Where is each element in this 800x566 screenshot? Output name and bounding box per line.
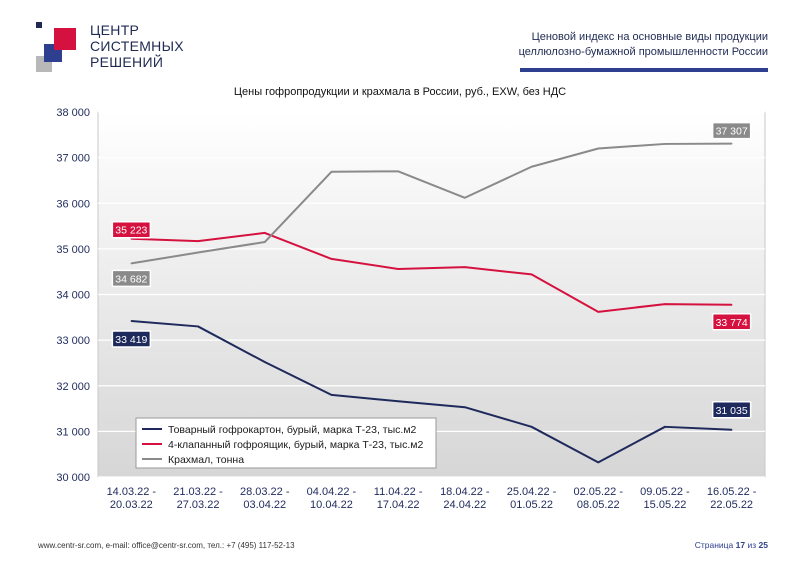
chart-title: Цены гофропродукции и крахмала в России,… [233,86,567,98]
footer-contacts: www.centr-sr.com, e-mail: office@centr-s… [38,541,295,550]
x-tick-label-line1: 09.05.22 - [640,486,690,498]
series-1-first-label: 33 419 [115,334,147,346]
series-2-first-label: 35 223 [115,225,147,237]
series-1-point [664,426,666,428]
y-tick-label: 34 000 [56,290,90,302]
header-title-line-2: целлюлозно-бумажной промышленности Росси… [518,46,768,58]
x-tick-label-line2: 27.03.22 [177,499,220,511]
series-line-2 [131,231,732,313]
x-tick-label-line1: 16.05.22 - [707,486,757,498]
series-1-first-label-box [111,330,152,348]
logo-text: ЦЕНТР СИСТЕМНЫХ РЕШЕНИЙ [90,22,184,70]
series-3-point [530,165,533,168]
series-2-first-label-box [111,220,152,239]
series-3-first-label-box [111,269,152,288]
series-1-point [530,426,533,428]
x-tick-label-line1: 14.03.22 - [107,486,157,498]
page-indicator: Страница 17 из 25 [695,540,768,550]
series-1-point [130,320,133,322]
page-of: из [747,540,757,550]
series-2-point [730,304,733,306]
page-word: Страница [694,540,734,550]
x-tick-label-line2: 01.05.22 [510,499,553,511]
x-tick-label-line1: 04.04.22 - [307,486,357,498]
x-tick-label-line2: 08.05.22 [577,499,620,511]
x-tick-label-line1: 25.04.22 - [507,486,557,498]
series-1-point [330,394,333,396]
series-1-point [263,361,266,363]
x-tick-label-line1: 11.04.22 - [374,486,423,498]
x-tick-label-line2: 20.03.22 [110,499,153,511]
series-3-last-label: 37 307 [716,126,748,138]
series-1-point [397,400,399,403]
series-3-point [263,241,266,243]
header-title-line-1: Ценовой индекс на основные виды продукци… [531,31,768,43]
legend-box [135,417,437,469]
price-line-chart: 30 000 31 000 32 000 33 000 34 000 35 000 36 0… [56,107,766,511]
series-3-first-label: 34 682 [115,273,147,285]
series-1-point [597,461,600,464]
series-2-last-label: 33 774 [716,317,748,329]
series-3-point [464,196,466,199]
series-3-point [197,251,199,254]
series-2-point [197,240,199,242]
x-tick-label-line2: 22.05.22 [710,499,753,511]
legend-label-2: 4-клапанный гофроящик, бурый, марка Т-23… [168,439,423,451]
y-tick-label: 33 000 [56,335,90,347]
page-number: 17 [735,540,746,550]
x-tick-label-line2: 15.05.22 [644,499,687,511]
y-tick-label: 36 000 [56,198,90,210]
series-1-last-label: 31 035 [716,405,748,417]
logo-square-red [54,28,76,50]
y-tick-label: 38 000 [56,107,90,119]
series-3-point [397,170,399,173]
series-3-point [130,262,133,265]
logo-dot [36,22,42,28]
logo-line-2: СИСТЕМНЫХ [90,38,184,54]
logo-line-3: РЕШЕНИЙ [90,54,164,70]
y-tick-label: 35 000 [56,244,90,256]
header-rule [520,68,768,72]
x-tick-label-line2: 10.04.22 [310,499,353,511]
series-2-point [530,273,533,276]
legend-label-3: Крахмал, тонна [168,454,244,466]
series-1-point [197,325,199,328]
y-tick-label: 37 000 [56,153,90,165]
series-3-point [730,142,733,145]
series-2-point [330,258,333,260]
series-2-point [464,266,466,268]
header-title: Ценовой индекс на основные виды продукци… [448,30,768,60]
y-tick-label: 30 000 [56,472,90,484]
series-2-point [263,232,266,234]
y-tick-label: 32 000 [56,381,90,393]
company-logo: ЦЕНТР СИСТЕМНЫХ РЕШЕНИЙ [36,22,196,78]
series-3-point [330,170,333,173]
series-3-point [597,147,600,150]
series-1-point [730,428,733,431]
series-2-point [597,311,600,313]
series-3-last-label-box [711,121,752,140]
x-tick-label-line1: 28.03.22 - [240,486,290,498]
series-1-point [464,406,466,408]
x-tick-label-line2: 03.04.22 [243,499,286,511]
legend-label-1: Товарный гофрокартон, бурый, марка Т-23,… [168,424,417,436]
x-tick-label-line1: 02.05.22 - [573,486,623,498]
y-tick-label: 31 000 [56,426,90,438]
series-2-point [664,303,666,305]
x-tick-label-line2: 17.04.22 [377,499,420,511]
series-line-3 [131,142,732,265]
series-2-point [397,268,399,270]
logo-line-1: ЦЕНТР [90,22,140,38]
x-tick-label-line1: 18.04.22 - [440,486,490,498]
series-line-1 [131,320,732,464]
series-2-last-label-box [711,313,752,331]
x-tick-label-line2: 24.04.22 [443,499,486,511]
page-total: 25 [758,540,768,550]
series-1-last-label-box [711,401,752,419]
x-tick-label-line1: 21.03.22 - [173,486,223,498]
series-3-point [664,143,666,145]
